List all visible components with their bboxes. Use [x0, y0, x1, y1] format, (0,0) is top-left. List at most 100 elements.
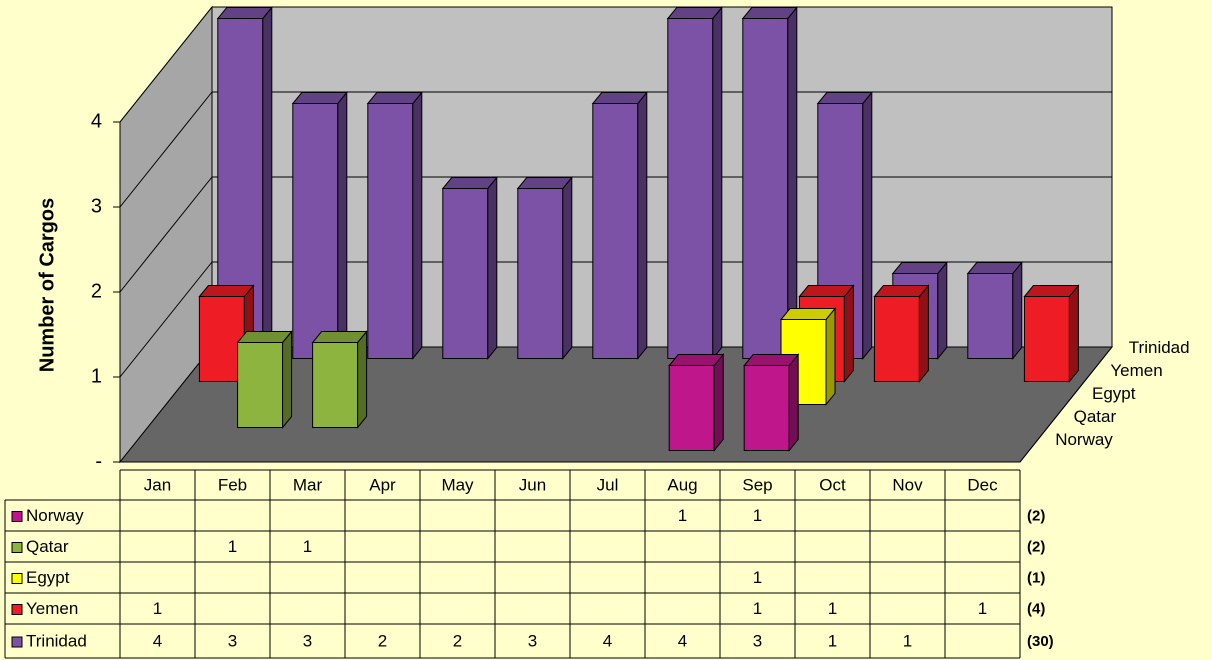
row-total: (4) [1027, 600, 1045, 617]
bar-face [292, 103, 339, 359]
legend-swatch [11, 604, 23, 615]
bar-face [282, 330, 293, 429]
bar-face [1068, 284, 1079, 383]
bar-face [816, 92, 873, 104]
bar-face [713, 353, 724, 452]
bar-face [891, 262, 948, 274]
bar-face [198, 285, 255, 297]
depth-label: Norway [1055, 430, 1113, 449]
x-tick-label: May [441, 475, 474, 494]
table-value: 1 [828, 599, 837, 618]
bar-face [937, 261, 948, 360]
grid-line [119, 6, 213, 123]
legend-swatch [11, 636, 23, 648]
y-tick-label: 2 [91, 280, 102, 302]
bar-face [966, 262, 1023, 274]
table-value: 1 [753, 506, 762, 525]
x-tick-label: Apr [369, 475, 396, 494]
legend-label: Egypt [26, 568, 70, 587]
bar [1023, 284, 1080, 383]
bar-face [637, 91, 648, 360]
bar-face [237, 342, 284, 428]
table-value: 2 [378, 631, 387, 650]
table-value: 4 [678, 631, 687, 650]
table-value: 1 [753, 568, 762, 587]
table-value: 3 [528, 631, 537, 650]
legend-swatch [11, 511, 23, 522]
bar-face [592, 103, 639, 359]
row-total: (2) [1027, 538, 1045, 555]
depth-label: Egypt [1092, 384, 1136, 403]
legend-swatch [11, 542, 23, 553]
bar-face [743, 354, 800, 366]
grid-line [119, 176, 213, 293]
bar [668, 353, 725, 452]
bar-face [562, 176, 573, 360]
bar-face [741, 7, 798, 19]
bar-face [591, 92, 648, 104]
bar-face [236, 331, 293, 343]
bar-face [825, 307, 836, 406]
x-tick-label: Mar [293, 475, 323, 494]
x-tick-label: Jul [597, 475, 619, 494]
bar-face [798, 285, 855, 297]
table-value: 1 [978, 599, 987, 618]
bar-face [1023, 296, 1070, 382]
depth-axis [1019, 346, 1113, 463]
bar [236, 330, 293, 429]
bar-face [1012, 261, 1023, 360]
x-tick-label: Jan [144, 475, 171, 494]
bar-face [873, 285, 930, 297]
bar [743, 353, 800, 452]
table-value: 1 [753, 599, 762, 618]
bar-face [668, 354, 725, 366]
bar [666, 6, 723, 360]
y-tick-label: - [95, 450, 102, 472]
bar [291, 91, 348, 360]
bar-face [788, 353, 799, 452]
bar [311, 330, 368, 429]
bar-face [779, 308, 837, 320]
bar-face [412, 91, 423, 360]
x-tick-label: Dec [967, 475, 998, 494]
bar-face [743, 365, 790, 451]
bar [366, 91, 423, 360]
bar-face [668, 365, 715, 451]
x-tick-label: Sep [742, 475, 772, 494]
bar [741, 6, 798, 360]
y-axis-title: Number of Cargos [36, 198, 58, 372]
depth-label: Trinidad [1129, 338, 1190, 357]
table-value: 4 [603, 631, 612, 650]
depth-label: Qatar [1074, 407, 1117, 426]
table-value: 3 [753, 631, 762, 650]
bar-face [667, 18, 714, 359]
bar-face [442, 188, 489, 359]
table-value: 1 [153, 599, 162, 618]
bar-face [441, 177, 498, 189]
legend-label: Qatar [26, 537, 69, 556]
y-tick-label: 1 [91, 365, 102, 387]
row-total: (30) [1027, 633, 1054, 650]
table-value: 4 [153, 631, 162, 650]
bar-face [843, 284, 854, 383]
table-value: 1 [228, 537, 237, 556]
table-value: 3 [303, 631, 312, 650]
bar [873, 284, 930, 383]
bar [591, 91, 648, 360]
bar-face [216, 7, 273, 19]
bar-face [862, 91, 873, 360]
depth-label: Yemen [1110, 361, 1162, 380]
grid-line [119, 261, 213, 378]
legend-label: Trinidad [26, 631, 87, 650]
bar [516, 176, 573, 360]
bar-face [262, 6, 273, 360]
table-value: 1 [678, 506, 687, 525]
bar-face [291, 92, 348, 104]
bar-face [873, 296, 920, 382]
x-tick-label: Feb [218, 475, 247, 494]
bar-face [516, 177, 573, 189]
bar-face [312, 342, 359, 428]
bar-face [517, 188, 564, 359]
bar-face [311, 331, 368, 343]
